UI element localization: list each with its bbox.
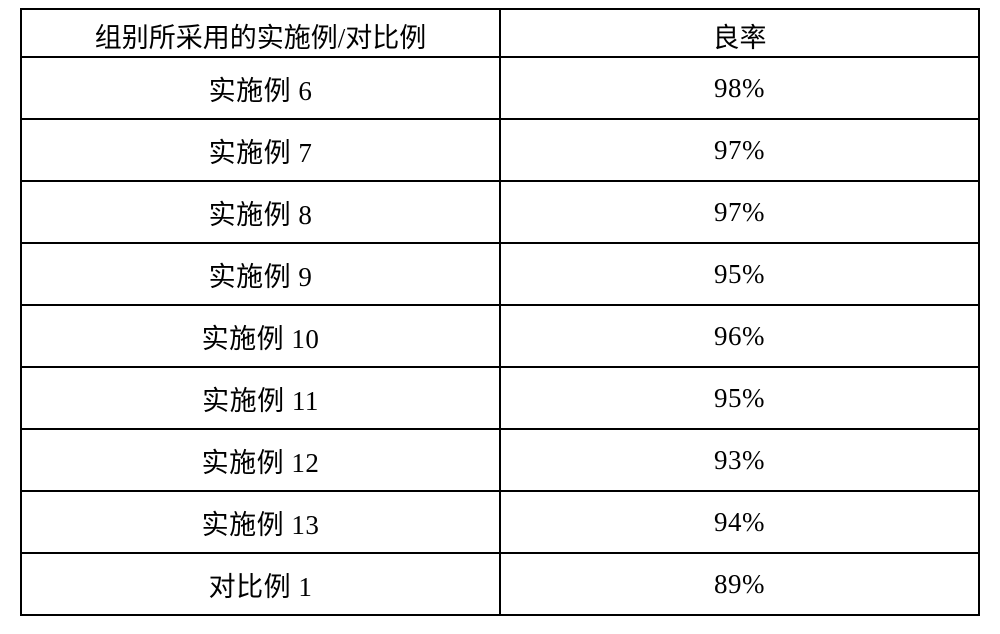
row-value: 89%: [500, 553, 979, 615]
row-value: 97%: [500, 181, 979, 243]
row-label: 实施例 8: [21, 181, 500, 243]
row-label: 实施例 11: [21, 367, 500, 429]
row-label: 实施例 12: [21, 429, 500, 491]
row-value: 95%: [500, 367, 979, 429]
row-value: 93%: [500, 429, 979, 491]
row-label: 实施例 13: [21, 491, 500, 553]
header-group: 组别所采用的实施例/对比例: [21, 9, 500, 57]
table-row: 实施例 13 94%: [21, 491, 979, 553]
table-row: 实施例 10 96%: [21, 305, 979, 367]
row-value: 94%: [500, 491, 979, 553]
table-body: 实施例 6 98% 实施例 7 97% 实施例 8 97% 实施例 9 95% …: [21, 57, 979, 615]
table-row: 实施例 6 98%: [21, 57, 979, 119]
table-row: 实施例 9 95%: [21, 243, 979, 305]
row-label: 对比例 1: [21, 553, 500, 615]
row-label: 实施例 9: [21, 243, 500, 305]
row-value: 95%: [500, 243, 979, 305]
row-label: 实施例 10: [21, 305, 500, 367]
header-yield: 良率: [500, 9, 979, 57]
row-label: 实施例 6: [21, 57, 500, 119]
table-header-row: 组别所采用的实施例/对比例 良率: [21, 9, 979, 57]
table-row: 实施例 8 97%: [21, 181, 979, 243]
table-row: 实施例 7 97%: [21, 119, 979, 181]
table-row: 实施例 12 93%: [21, 429, 979, 491]
yield-table: 组别所采用的实施例/对比例 良率 实施例 6 98% 实施例 7 97% 实施例…: [20, 8, 980, 616]
table-container: 组别所采用的实施例/对比例 良率 实施例 6 98% 实施例 7 97% 实施例…: [20, 8, 980, 616]
table-row: 对比例 1 89%: [21, 553, 979, 615]
row-value: 98%: [500, 57, 979, 119]
row-value: 97%: [500, 119, 979, 181]
row-value: 96%: [500, 305, 979, 367]
table-row: 实施例 11 95%: [21, 367, 979, 429]
row-label: 实施例 7: [21, 119, 500, 181]
